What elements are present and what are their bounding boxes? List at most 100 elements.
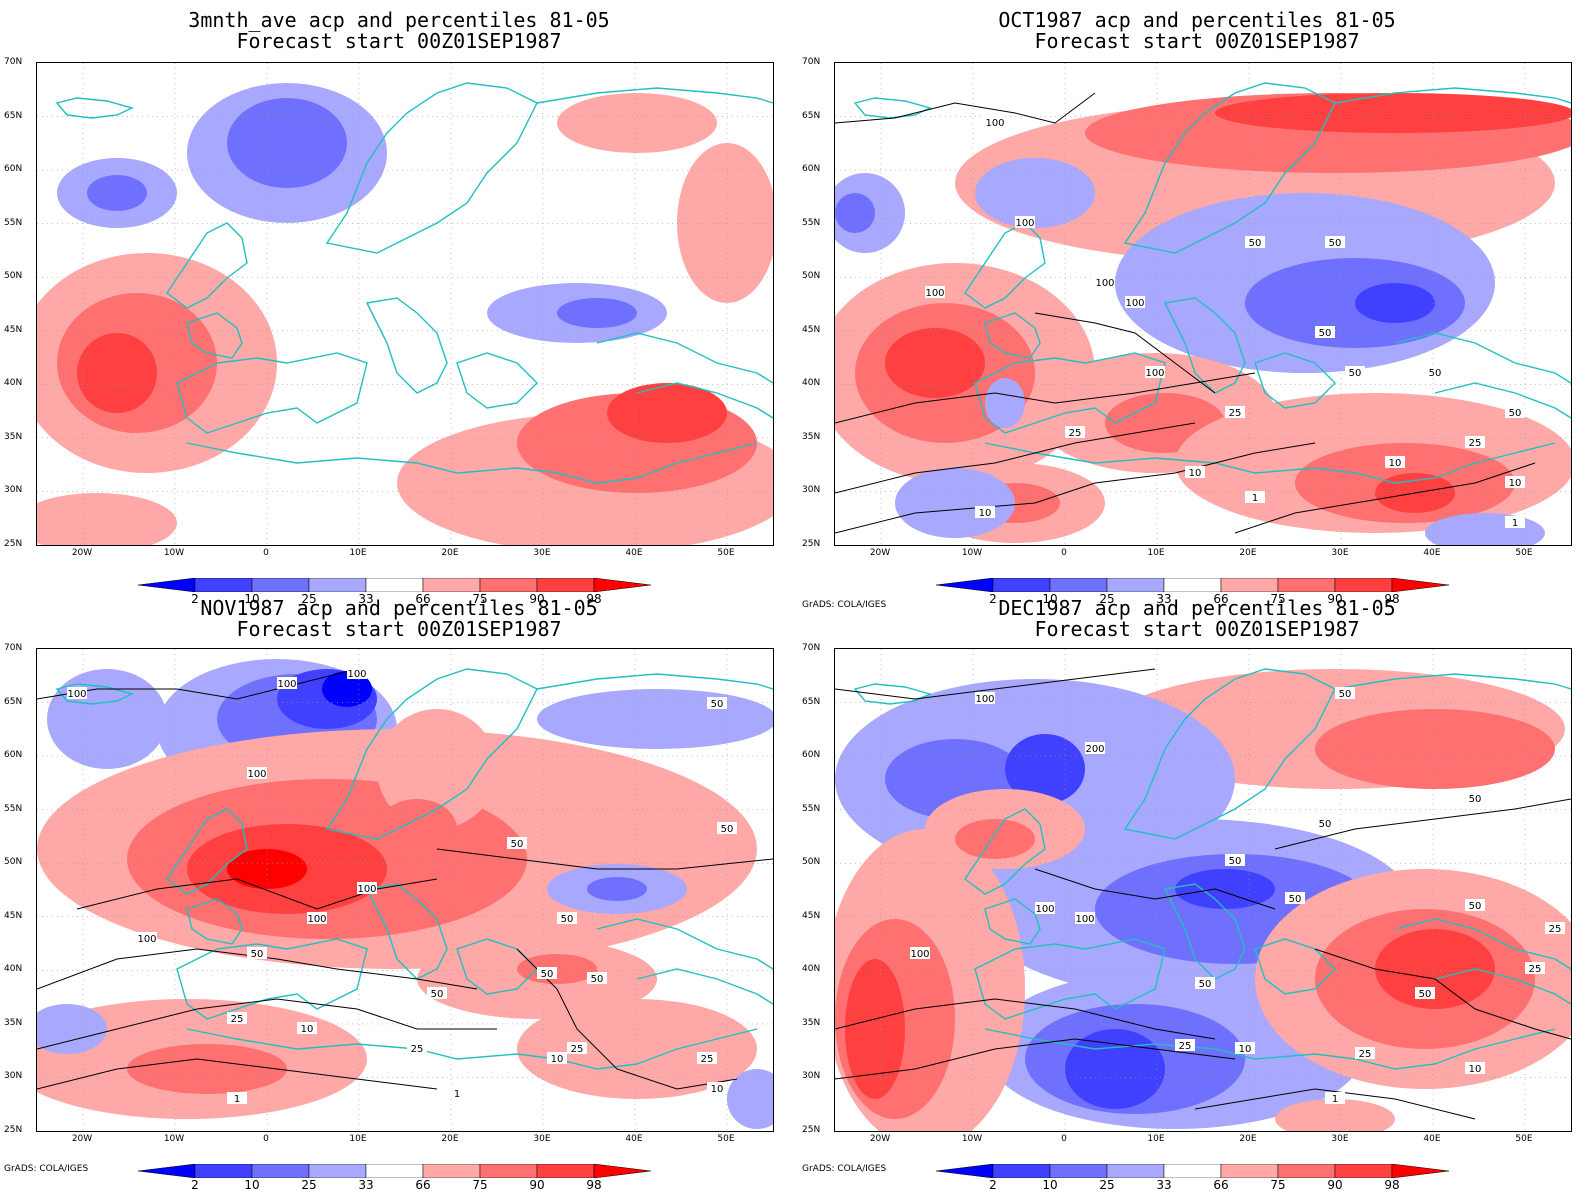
coastline — [1394, 918, 1571, 970]
contour-label: 1 — [1332, 1094, 1338, 1105]
contour-label: 1 — [1512, 518, 1518, 529]
colorbar-label: 75 — [472, 1178, 488, 1192]
colorbar-label: 10 — [244, 1178, 260, 1192]
coastline — [1163, 297, 1246, 394]
colorbar-segment — [1163, 1164, 1222, 1178]
contour-label: 50 — [1469, 901, 1482, 912]
colorbar-label: 98 — [1384, 1178, 1400, 1192]
y-tick-label: 40N — [4, 964, 23, 975]
coastline — [596, 332, 773, 384]
y-tick-label: 60N — [802, 750, 821, 761]
y-tick-label: 30N — [4, 485, 23, 496]
colorbar-segment — [992, 578, 1051, 592]
shaded-region — [377, 709, 497, 829]
shaded-region — [537, 689, 773, 749]
colorbar-segment — [138, 578, 196, 592]
colorbar-label: 90 — [1327, 1178, 1343, 1192]
contour-label: 50 — [591, 974, 604, 985]
contour-label-bg — [1355, 1047, 1375, 1059]
x-tick-label: 30E — [533, 548, 551, 558]
coastline — [166, 808, 248, 895]
colorbar-segment — [1106, 578, 1165, 592]
contour-label-bg — [1465, 792, 1485, 804]
contour-label: 100 — [67, 689, 86, 700]
contour-label: 10 — [979, 508, 992, 519]
shaded-region — [835, 193, 875, 233]
contour-label-bg — [910, 947, 930, 959]
contour-label-bg — [227, 1012, 247, 1024]
colorbar-label: 66 — [1213, 1178, 1229, 1192]
colorbar-segment — [1391, 578, 1450, 592]
y-tick-label: 50N — [802, 857, 821, 868]
contour-label: 25 — [231, 1014, 244, 1025]
panel-oct: OCT1987 acp and percentiles 81-05 Foreca… — [798, 0, 1596, 610]
contour-label-bg — [1225, 854, 1245, 866]
map-svg: 100 200 100 100 100 50 50 50 50 50 50 50 50 25 25 25 25 1… — [835, 649, 1571, 1131]
x-tick-label: 50E — [717, 548, 735, 558]
coastline — [1434, 968, 1571, 1005]
x-tick-label: 30E — [533, 1134, 551, 1144]
colorbar-segment — [479, 1164, 538, 1178]
y-tick-label: 50N — [4, 271, 23, 282]
contour-label: 25 — [1229, 408, 1242, 419]
coastline — [853, 683, 933, 705]
y-tick-label: 35N — [4, 1017, 23, 1028]
coastline — [964, 808, 1046, 895]
contour-label-bg — [1035, 902, 1055, 914]
contour-label: 50 — [1319, 819, 1332, 830]
contour-label-bg — [1245, 491, 1265, 503]
shaded-region — [677, 143, 773, 303]
y-tick-label: 45N — [4, 324, 23, 335]
contour-label-bg — [587, 972, 607, 984]
contour-label-bg — [1185, 466, 1205, 478]
y-tick-label: 70N — [4, 57, 23, 67]
y-tick-label: 30N — [4, 1071, 23, 1082]
panel-title-line1: DEC1987 acp and percentiles 81-05 — [998, 596, 1396, 620]
coastline — [984, 442, 1556, 484]
y-tick-label: 30N — [802, 485, 821, 496]
x-tick-label: 20E — [1239, 1134, 1257, 1144]
coastline — [325, 82, 538, 254]
colorbar-segment — [1391, 1164, 1450, 1178]
shaded-region — [1355, 283, 1435, 323]
coastline — [186, 312, 243, 359]
shaded-region — [322, 671, 372, 707]
shaded-region — [87, 175, 147, 211]
contour-label-bg — [1505, 516, 1525, 528]
contour-label-bg — [507, 837, 527, 849]
colorbar-label: 33 — [1156, 592, 1172, 606]
contour-label-bg — [717, 822, 737, 834]
contour-label: 50 — [1349, 368, 1362, 379]
coastline — [596, 918, 773, 970]
y-tick-label: 25N — [4, 1125, 23, 1135]
coastline — [186, 898, 243, 945]
x-tick-label: 0 — [1061, 1134, 1067, 1144]
coastline — [1254, 352, 1336, 409]
contour-label-bg — [1315, 817, 1335, 829]
contour-label-bg — [985, 116, 1005, 128]
colorbar-segment — [1220, 1164, 1279, 1178]
contour-label: 50 — [541, 969, 554, 980]
y-tick-label: 55N — [802, 803, 821, 814]
y-tick-label: 25N — [802, 539, 821, 549]
contour-label: 1 — [234, 1094, 240, 1105]
colorbar-segment — [308, 578, 367, 592]
contour-label-bg — [1525, 962, 1545, 974]
x-tick-label: 10E — [1147, 1134, 1165, 1144]
coastline — [984, 1028, 1556, 1070]
x-tick-label: 20W — [71, 1134, 93, 1144]
contour-label: 100 — [307, 914, 326, 925]
contour-label-bg — [1385, 456, 1405, 468]
colorbar-segment — [1334, 578, 1393, 592]
contour-label: 100 — [1145, 368, 1164, 379]
contour-label-bg — [1545, 922, 1565, 934]
contour-label-bg — [925, 286, 945, 298]
coastline — [325, 668, 538, 840]
contour-label: 50 — [1509, 408, 1522, 419]
contour-label: 10 — [1389, 458, 1402, 469]
x-tick-label: 50E — [1515, 1134, 1533, 1144]
colorbar-label: 25 — [301, 592, 317, 606]
colorbar-label: 90 — [529, 592, 545, 606]
shaded-region — [77, 333, 157, 413]
coastline — [536, 87, 773, 104]
